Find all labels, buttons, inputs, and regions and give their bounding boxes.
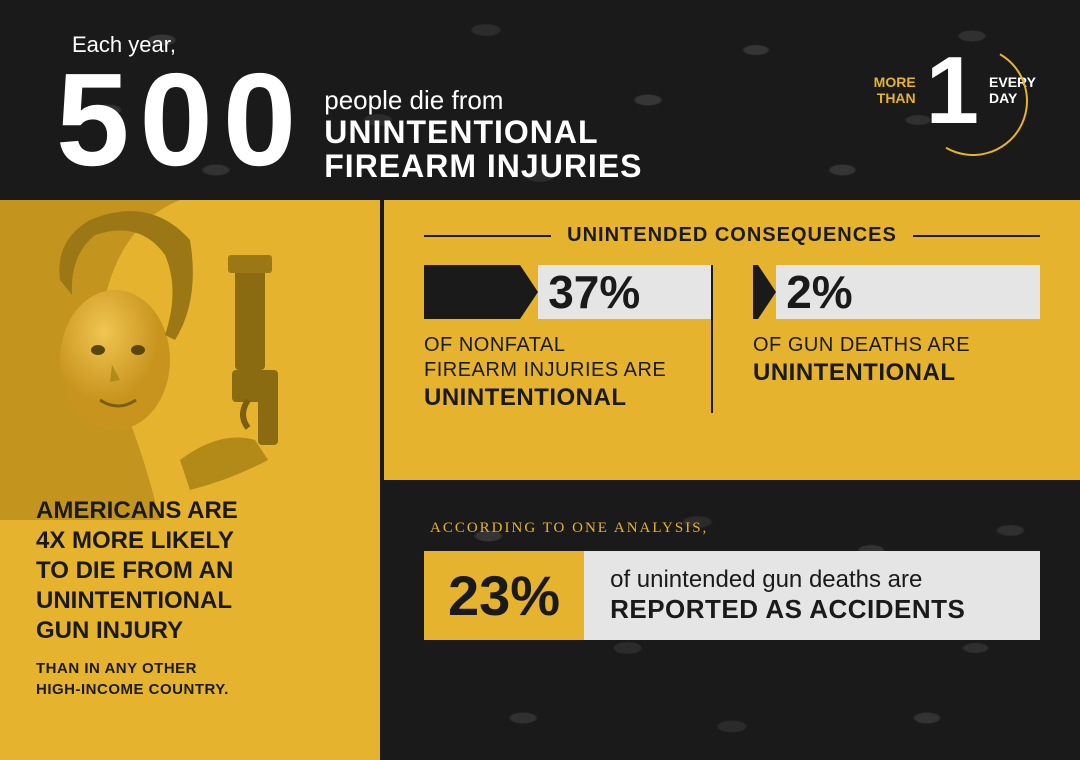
stat1-desc-l1: OF NONFATAL: [424, 334, 565, 356]
stat1-bar-fill: [424, 265, 520, 319]
consequences-title: UNINTENDED CONSEQUENCES: [567, 224, 897, 247]
than-any-l2: HIGH-INCOME COUNTRY.: [36, 679, 336, 700]
headline-line1: UNINTENTIONAL: [324, 116, 642, 150]
stat1-desc-l2: FIREARM INJURIES ARE: [424, 359, 666, 381]
analysis-panel: ACCORDING TO ONE ANALYSIS, 23% of uninte…: [380, 480, 1080, 760]
stat1-bar-bg: 37%: [538, 265, 711, 319]
stat2-desc-strong: UNINTENTIONAL: [753, 359, 955, 386]
according-text: ACCORDING TO ONE ANALYSIS,: [430, 520, 1040, 537]
headline-line2: FIREARM INJURIES: [324, 150, 642, 184]
left-column: AMERICANS ARE 4X MORE LIKELY TO DIE FROM…: [0, 200, 380, 760]
more-than-one-badge: MORE THAN 1 EVERY DAY: [874, 50, 1036, 132]
stat-2: 2% OF GUN DEATHS ARE UNINTENTIONAL: [711, 265, 1040, 413]
people-die-text: people die from: [324, 85, 642, 116]
americans-l1: AMERICANS ARE: [36, 496, 336, 526]
americans-l4: UNINTENTIONAL: [36, 586, 336, 616]
americans-l5: GUN INJURY: [36, 616, 336, 646]
americans-l2: 4X MORE LIKELY: [36, 526, 336, 556]
header-line-right: [913, 235, 1040, 237]
stat1-pct: 37%: [548, 265, 640, 319]
badge-more: MORE: [874, 75, 916, 90]
stat1-desc-strong: UNINTENTIONAL: [424, 384, 626, 411]
stat2-bar-bg: 2%: [776, 265, 1040, 319]
stat1-arrow-icon: [520, 265, 538, 319]
americans-l3: TO DIE FROM AN: [36, 556, 336, 586]
analysis-desc-l2: REPORTED AS ACCIDENTS: [610, 594, 1014, 625]
stat-37: 37% OF NONFATAL FIREARM INJURIES ARE UNI…: [424, 265, 711, 413]
analysis-pct: 23%: [424, 551, 584, 640]
stat2-pct: 2%: [786, 265, 852, 319]
person-with-gun-icon: [0, 200, 380, 520]
badge-than: THAN: [874, 91, 916, 106]
analysis-desc-l1: of unintended gun deaths are: [610, 566, 1014, 594]
consequences-panel: UNINTENDED CONSEQUENCES 37% OF NONFATAL …: [380, 200, 1080, 480]
big-number-500: 500: [56, 61, 306, 180]
than-any-l1: THAN IN ANY OTHER: [36, 658, 336, 679]
header-line-left: [424, 235, 551, 237]
top-hero: Each year, 500 people die from UNINTENTI…: [0, 0, 1080, 200]
stat2-desc-l1: OF GUN DEATHS ARE: [753, 334, 970, 356]
stat2-arrow-icon: [758, 265, 776, 319]
